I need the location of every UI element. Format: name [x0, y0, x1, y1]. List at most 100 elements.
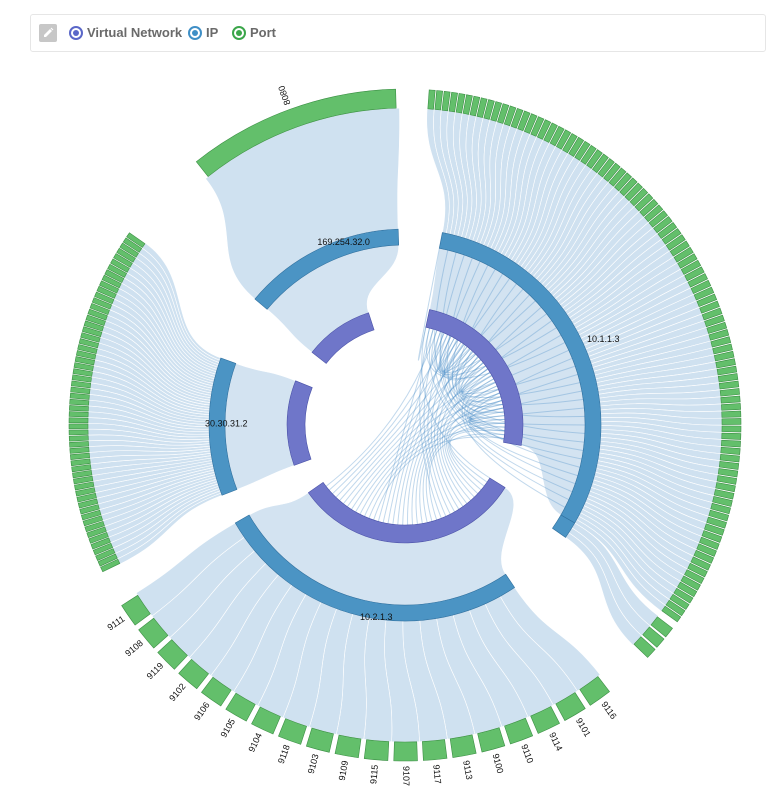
port-arc — [634, 193, 654, 212]
legend-virtual-network[interactable]: Virtual Network — [69, 25, 182, 40]
port-arc — [78, 338, 100, 349]
port-arc — [684, 266, 705, 282]
vn-link-strand — [325, 330, 438, 487]
port-arc — [68, 429, 89, 436]
vn-link-strand — [462, 311, 566, 395]
port-arc — [536, 119, 552, 140]
vn-link-strand — [455, 259, 512, 414]
vn-link-strand — [392, 344, 465, 525]
vn-link-strand — [350, 381, 496, 510]
port-arc — [476, 97, 488, 118]
vn-link-strand — [444, 385, 498, 498]
port-arc — [70, 386, 91, 395]
port-arc — [680, 575, 701, 591]
port-arc — [77, 344, 98, 354]
port-arc — [712, 496, 733, 507]
port-arc — [716, 475, 738, 485]
port-label: 9111 — [105, 614, 126, 633]
ip-arc — [234, 514, 516, 622]
port-arc — [530, 116, 545, 137]
port-arc — [568, 136, 585, 157]
port-arc — [477, 727, 506, 753]
vn-link-strand — [441, 276, 534, 372]
ip-radio-icon — [188, 25, 202, 40]
pencil-icon — [44, 27, 54, 37]
port-arc — [717, 468, 739, 478]
vn-link-strand — [457, 356, 596, 398]
port-arc — [721, 432, 742, 440]
port-arc — [91, 297, 113, 310]
port-arc — [490, 101, 503, 122]
port-arc — [712, 343, 733, 355]
ip-label: 10.1.1.3 — [587, 334, 620, 344]
port-arc — [157, 639, 188, 670]
port-arc — [469, 95, 481, 117]
port-arc — [680, 259, 702, 275]
port-arc — [178, 658, 209, 690]
port-arc — [110, 258, 130, 273]
vn-link-strand — [411, 378, 495, 525]
vn-link-strand — [439, 239, 482, 378]
port-label: 9119 — [145, 661, 166, 682]
port-arc — [448, 91, 458, 113]
vn-link-strand — [442, 246, 488, 375]
port-arc — [665, 234, 686, 251]
port-arc — [95, 548, 116, 561]
vn-link-strand — [451, 346, 601, 418]
port-label: 9110 — [519, 743, 535, 765]
vn-link-strand — [441, 375, 493, 501]
vn-link-strand — [449, 429, 505, 483]
port-arc — [68, 435, 89, 442]
port-arc — [462, 94, 473, 115]
port-arc — [684, 569, 705, 585]
legend-ip[interactable]: IP — [188, 25, 218, 40]
port-arc — [603, 162, 621, 182]
vn-link-strand — [417, 232, 443, 361]
port-arc — [87, 308, 108, 321]
vn-link-strand — [447, 407, 504, 491]
port-arc — [80, 509, 102, 521]
vn-link-strand — [446, 396, 502, 494]
virtual-network-arc — [311, 312, 375, 364]
vn-link-strand — [426, 327, 580, 379]
ip-label: 10.2.1.3 — [360, 612, 393, 622]
legend-label-virtual-network: Virtual Network — [87, 25, 183, 40]
port-arc — [69, 446, 90, 454]
legend-port[interactable]: Port — [232, 25, 276, 40]
port-arc — [555, 129, 572, 150]
port-arc — [693, 286, 715, 301]
ip-label: 169.254.32.0 — [317, 237, 370, 247]
legend-label-port: Port — [250, 25, 276, 40]
port-arc — [510, 107, 524, 129]
vn-link-strand — [419, 399, 503, 524]
port-arc — [715, 482, 736, 493]
vn-link-strand — [425, 422, 505, 522]
vn-link-strand — [373, 436, 505, 521]
port-arc — [673, 587, 694, 604]
port-label: 9114 — [547, 731, 564, 753]
vn-link-strand — [439, 289, 548, 372]
port-arc — [441, 90, 451, 112]
vn-link-strand — [461, 296, 554, 398]
edit-button[interactable] — [39, 24, 57, 42]
port-arc — [101, 274, 122, 289]
port-arc — [543, 122, 558, 143]
vn-link-strand — [443, 255, 504, 374]
port-arc — [530, 706, 560, 734]
vn-link-strand — [382, 332, 445, 523]
port-arc — [721, 410, 742, 418]
vn-link-strand — [461, 371, 580, 516]
port-arc — [89, 302, 110, 315]
port-label: 9109 — [337, 760, 350, 781]
port-arc — [69, 452, 91, 460]
port-label: 9113 — [461, 760, 474, 781]
port-arc — [715, 358, 736, 369]
port-arc — [138, 617, 169, 649]
port-arc — [718, 461, 740, 470]
ip-arc — [552, 514, 576, 538]
vn-link-strand — [468, 351, 588, 440]
port-arc — [363, 739, 390, 761]
vn-link-strand — [470, 405, 601, 420]
port-arc — [88, 531, 109, 544]
vn-link-strand — [460, 282, 541, 402]
